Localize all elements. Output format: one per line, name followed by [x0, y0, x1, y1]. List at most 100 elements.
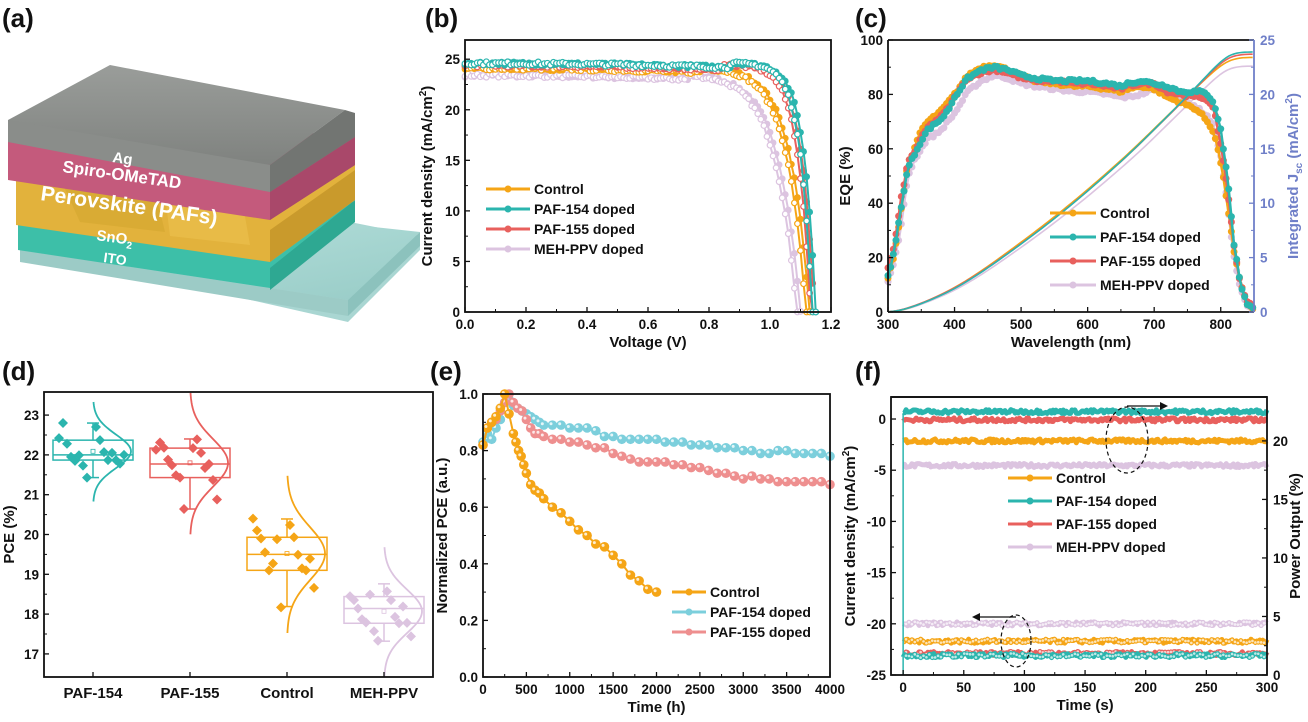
jv-series-meh-ppv-doped	[461, 70, 804, 316]
stability-point	[634, 457, 644, 467]
current-density-point	[977, 620, 981, 624]
current-density-point	[1157, 653, 1161, 656]
current-density-point	[1146, 652, 1149, 656]
eqe-xtick-label: 300	[877, 317, 900, 332]
eqe-legend-label: PAF-154 doped	[1100, 229, 1201, 245]
data-point	[212, 494, 222, 505]
stability-point-highlight	[627, 572, 631, 576]
current-density-point	[913, 640, 917, 644]
current-density-point	[1091, 622, 1094, 625]
jv-xtick-label: 1.0	[761, 317, 780, 332]
current-density-point	[916, 639, 919, 642]
stability-point	[721, 468, 731, 479]
box-mean	[381, 608, 387, 614]
stability-point	[495, 403, 506, 413]
current-density-point	[1239, 623, 1243, 626]
current-density-point	[1032, 639, 1036, 642]
stability-xtick-label: 2000	[641, 682, 671, 697]
current-density-point	[1041, 639, 1045, 642]
current-density-point	[1219, 639, 1222, 642]
eqe-point	[895, 219, 903, 227]
eqe-right-ytick-label: 5	[1260, 251, 1268, 266]
stability-point	[781, 445, 792, 456]
jv-point	[769, 109, 777, 117]
current-density-point	[1236, 623, 1240, 626]
stability-point	[599, 542, 610, 552]
current-density-point	[939, 655, 943, 659]
stability-point	[764, 474, 775, 484]
current-density-point	[1123, 620, 1126, 624]
current-density-point	[1192, 638, 1196, 642]
jv-series-paf-154-doped	[461, 58, 820, 316]
stability-point-highlight	[714, 444, 718, 448]
current-density-point	[1245, 620, 1248, 624]
stability-point-highlight	[705, 467, 709, 471]
current-density-point	[1146, 620, 1149, 624]
current-density-point	[1091, 653, 1094, 656]
stability-point-highlight	[636, 436, 640, 440]
jv-point	[775, 125, 783, 133]
mpp-legend-marker	[1026, 474, 1034, 482]
current-density-point	[1099, 638, 1103, 642]
current-density-point	[1195, 654, 1199, 658]
jv-point	[778, 78, 786, 86]
stability-point-highlight	[618, 436, 622, 440]
stability-point	[721, 442, 731, 453]
current-density-point	[1067, 654, 1071, 658]
current-density-point	[1166, 650, 1170, 654]
jv-point	[763, 133, 771, 140]
current-density-point	[1166, 621, 1170, 625]
data-point	[248, 513, 258, 524]
current-density-point	[1245, 653, 1248, 657]
current-density-point	[1134, 655, 1138, 659]
stability-point-highlight	[723, 444, 726, 448]
jv-point	[760, 122, 768, 129]
stability-point	[521, 414, 532, 425]
current-density-point	[989, 639, 992, 643]
current-density-point	[1009, 623, 1013, 627]
current-density-point	[1192, 620, 1196, 624]
current-density-point	[933, 621, 937, 624]
stability-point-highlight	[536, 490, 540, 494]
current-density-point	[1012, 652, 1016, 655]
current-density-point	[997, 654, 1001, 658]
data-point	[196, 447, 206, 458]
current-density-point	[968, 641, 972, 644]
stability-point-highlight	[679, 439, 683, 443]
current-density-point	[977, 653, 981, 656]
stability-point-highlight	[783, 478, 787, 482]
mpp-series-control	[901, 436, 1270, 646]
current-density-point	[980, 621, 984, 625]
jv-legend-marker	[504, 225, 512, 233]
chart-pce-box: PAF-154 PAF-155 Control MEH-PPV 17 18 19 20 21 22…	[1, 391, 434, 702]
current-density-point	[1125, 639, 1129, 642]
stability-point-highlight	[749, 447, 753, 451]
eqe-right-ytick-label: 15	[1260, 142, 1276, 157]
current-density-point	[1079, 639, 1082, 643]
current-density-point	[962, 652, 966, 655]
current-density-point	[980, 653, 984, 657]
stability-point	[669, 437, 679, 447]
eqe-xtick-label: 700	[1143, 317, 1166, 332]
current-density-point	[1160, 621, 1164, 625]
current-density-point	[939, 641, 943, 644]
current-density-point	[936, 654, 940, 658]
current-density-point	[951, 655, 954, 659]
current-density-point	[1219, 654, 1222, 658]
data-point	[256, 533, 266, 544]
current-density-point	[1125, 621, 1129, 624]
current-density-point	[919, 650, 922, 654]
current-density-point	[1210, 654, 1213, 658]
current-density-point	[1242, 640, 1246, 644]
eqe-xtick-label: 500	[1010, 317, 1033, 332]
stability-legend-marker	[685, 588, 693, 596]
mpp-xtick-label: 150	[1074, 680, 1097, 695]
current-density-point	[1251, 654, 1254, 658]
stability-point	[573, 423, 584, 433]
current-density-point	[1012, 622, 1016, 625]
jv-point	[794, 130, 801, 138]
current-density-point	[1044, 653, 1048, 656]
current-density-point	[1175, 640, 1179, 644]
current-density-point	[1219, 624, 1222, 627]
stability-point	[547, 420, 558, 430]
